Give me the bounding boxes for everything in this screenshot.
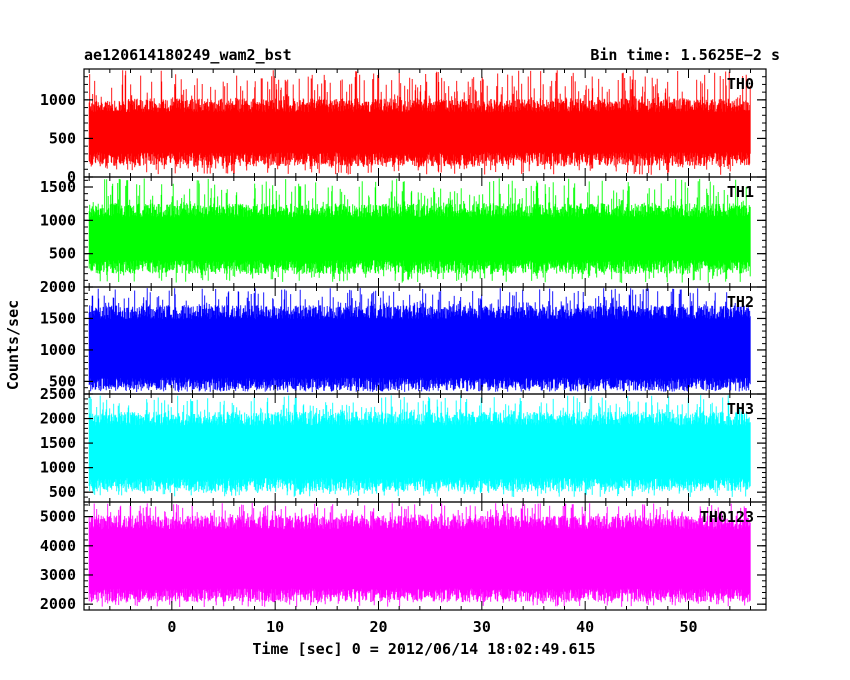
bin-time-label: Bin time: 1.5625E−2 s [590,46,780,64]
y-tick-label: 2000 [40,278,76,296]
y-tick-label: 4000 [40,537,76,555]
y-tick-label: 5000 [40,508,76,526]
series-core-th2 [89,320,751,377]
y-tick-label: 3000 [40,566,76,584]
x-tick-label: 0 [167,618,176,636]
chart-title: ae120614180249_wam2_bst [84,46,292,64]
x-tick-label: 10 [266,618,284,636]
panel-th3: 500 1000 1500 2000 2500 TH3 [40,385,767,503]
x-tick-label: 20 [369,618,387,636]
y-tick-label: 1000 [40,459,76,477]
y-axis-label: Counts/sec [4,300,22,390]
y-tick-label: 1500 [40,309,76,327]
x-tick-label: 50 [679,618,697,636]
x-axis-label: Time [sec] 0 = 2012/06/14 18:02:49.615 [252,640,595,658]
y-tick-label: 1500 [40,434,76,452]
y-tick-label: 500 [49,245,76,263]
y-tick-label: 0 [67,168,76,186]
panel-label-th3: TH3 [727,400,754,418]
panel-th1: 500 1000 1500 TH1 [40,176,767,288]
panel-label-th1: TH1 [727,183,754,201]
panel-frame [83,501,767,611]
panel-label-th0: TH0 [727,75,754,93]
y-tick-label: 2500 [40,385,76,403]
series-core-th0 [89,113,751,152]
y-tick-label: 1000 [40,91,76,109]
panel-label-th2: TH2 [727,293,754,311]
panel-th0123: 2000 3000 4000 5000 TH0123 [40,501,767,613]
panel-th0: 0 500 1000 TH0 [40,68,767,186]
panel-label-th0123: TH0123 [700,508,754,526]
x-tick-label: 40 [576,618,594,636]
y-tick-label: 2000 [40,410,76,428]
y-tick-label: 1000 [40,211,76,229]
series-core-th1 [89,218,751,259]
y-tick-label: 1000 [40,341,76,359]
y-tick-label: 500 [49,129,76,147]
y-tick-label: 1500 [40,178,76,196]
y-tick-label: 500 [49,483,76,501]
series-core-th0123 [89,530,751,588]
y-tick-label: 2000 [40,595,76,613]
y-tick-label: 500 [49,372,76,390]
x-tick-label: 30 [473,618,491,636]
series-core-th3 [89,426,751,477]
panel-th2: 500 1000 1500 2000 TH2 [40,278,767,395]
